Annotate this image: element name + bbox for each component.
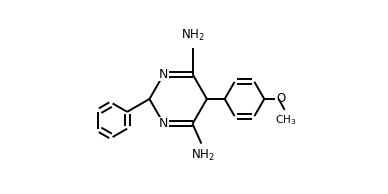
Text: NH$_2$: NH$_2$ — [180, 28, 204, 43]
Text: CH$_3$: CH$_3$ — [275, 113, 296, 127]
Text: N: N — [159, 68, 168, 81]
Text: NH$_2$: NH$_2$ — [191, 148, 214, 163]
Text: O: O — [276, 93, 286, 106]
Text: N: N — [159, 117, 168, 130]
